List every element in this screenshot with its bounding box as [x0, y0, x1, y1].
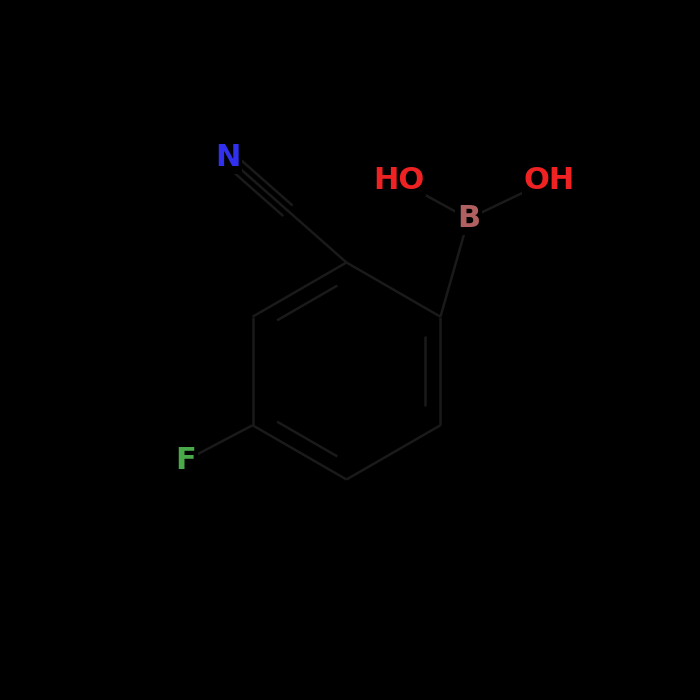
- Text: F: F: [176, 446, 197, 475]
- Text: N: N: [215, 143, 240, 172]
- Text: HO: HO: [373, 166, 424, 195]
- Text: B: B: [457, 204, 480, 233]
- Text: OH: OH: [524, 166, 575, 195]
